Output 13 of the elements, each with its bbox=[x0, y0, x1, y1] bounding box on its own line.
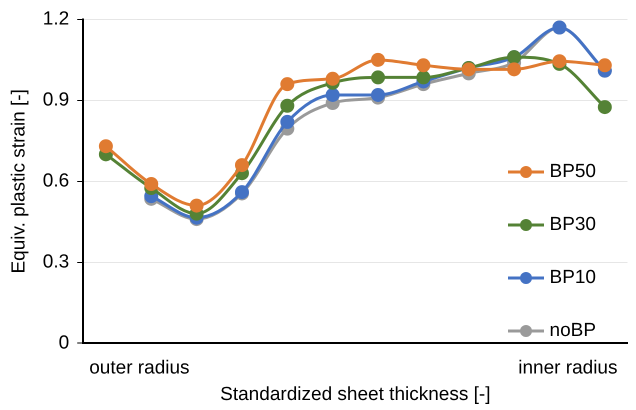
y-tick-label: 0.3 bbox=[42, 251, 70, 272]
legend-label: noBP bbox=[550, 320, 596, 342]
legend-label: BP50 bbox=[550, 160, 596, 182]
y-tick-label: 1.2 bbox=[42, 8, 70, 30]
y-tick-label: 0.6 bbox=[42, 170, 70, 192]
y-tick-label: 0 bbox=[58, 332, 70, 354]
x-axis-title: Standardized sheet thickness [-] bbox=[220, 384, 491, 405]
legend-label: BP30 bbox=[550, 214, 596, 236]
y-axis-title: Equiv. plastic strain [-] bbox=[8, 89, 30, 274]
text: inner radius bbox=[518, 357, 618, 378]
text: outer radius bbox=[89, 357, 190, 378]
legend-label: BP10 bbox=[550, 266, 596, 288]
y-tick-label: 0.9 bbox=[42, 90, 70, 111]
